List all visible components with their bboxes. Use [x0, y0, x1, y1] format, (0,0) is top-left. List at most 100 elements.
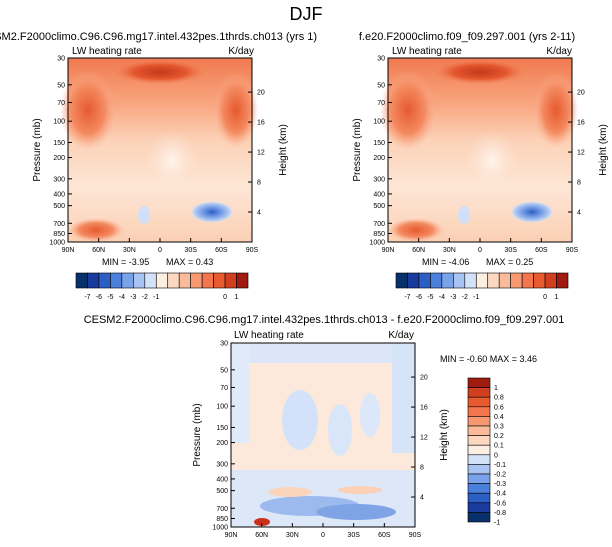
y-tick-label: 200	[216, 440, 228, 447]
y-tick-label: 850	[53, 231, 65, 238]
colorbar-box	[467, 396, 491, 408]
colorbar-box	[467, 435, 491, 446]
colorbar-label: -5	[427, 294, 433, 301]
colorbar-box	[487, 272, 500, 289]
y-tick-label: 700	[53, 221, 65, 228]
colorbar-box	[213, 272, 226, 289]
y-tick-label: 300	[373, 176, 385, 183]
colorbar-label: 0	[543, 294, 547, 301]
colorbar-label: -5	[107, 294, 113, 301]
y-tick-label: 50	[220, 367, 228, 374]
panel-1-xticks: 90N 60N 30N 0 30S 60S 90S	[62, 238, 259, 254]
y-tick-right-label: 12	[420, 435, 428, 442]
colorbar-box	[87, 272, 100, 289]
colorbar-box	[407, 272, 420, 289]
y-tick-label: 700	[216, 506, 228, 513]
panel-2-ylabel-right: Height (km)	[598, 124, 609, 176]
colorbar-box	[98, 272, 111, 289]
colorbar-label: -3	[130, 294, 136, 301]
colorbar-box	[467, 416, 491, 427]
x-tick-label: 90N	[62, 247, 75, 254]
y-tick-right-label: 4	[420, 495, 424, 502]
colorbar-label: 1	[235, 294, 239, 301]
colorbar-label: 0	[223, 294, 227, 301]
panel-3-units: K/day	[388, 330, 414, 341]
y-tick-label: 300	[216, 461, 228, 468]
colorbar-box	[464, 272, 477, 289]
x-tick-label: 60S	[535, 247, 548, 254]
y-tick-label: 200	[53, 155, 65, 162]
y-tick-label: 400	[53, 191, 65, 198]
panel-1-ylabel-right: Height (km)	[278, 124, 289, 176]
y-tick-label: 150	[373, 140, 385, 147]
y-tick-label: 400	[216, 476, 228, 483]
colorbar-label: -4	[119, 294, 125, 301]
y-tick-label: 1000	[369, 240, 385, 247]
colorbar-label: -3	[450, 294, 456, 301]
colorbar-label: -6	[416, 294, 422, 301]
y-tick-label: 70	[220, 385, 228, 392]
colorbar-label: -2	[462, 294, 468, 301]
x-tick-label: 0	[321, 532, 325, 539]
y-tick-label: 150	[216, 425, 228, 432]
y-tick-right-label: 20	[420, 375, 428, 382]
colorbar-box	[418, 272, 431, 289]
x-tick-label: 90S	[566, 247, 579, 254]
y-tick-label: 300	[53, 176, 65, 183]
colorbar-box	[467, 492, 491, 504]
colorbar-label: 0.2	[494, 433, 504, 440]
colorbar-label: 0.6	[494, 404, 504, 411]
x-tick-label: 60N	[92, 247, 105, 254]
colorbar-label: -0.3	[494, 481, 506, 488]
y-tick-label: 500	[373, 203, 385, 210]
colorbar-box	[544, 272, 557, 289]
panel-1-yticks: 1000 850 700 500 400 300 200 150 100 70 50 30	[49, 56, 72, 247]
panel-1-min: MIN = -3.95	[102, 257, 149, 267]
panel-1-colorbar: -7 -6 -5 -4 -3 -2 -1 0 1	[75, 272, 249, 301]
colorbar-box	[190, 272, 203, 289]
colorbar-label: 0.1	[494, 443, 504, 450]
colorbar-label: -2	[142, 294, 148, 301]
y-tick-label: 100	[373, 119, 385, 126]
y-tick-label: 50	[57, 82, 65, 89]
colorbar-box	[155, 272, 169, 289]
colorbar-box	[467, 502, 491, 513]
colorbar-label: -0.6	[494, 500, 506, 507]
colorbar-box	[467, 454, 491, 465]
panel-2-max: MAX = 0.25	[486, 257, 533, 267]
panel-2-title: f.e20.F2000climo.f09_f09.297.001 (yrs 2-…	[359, 31, 575, 43]
colorbar-box	[201, 272, 214, 289]
y-tick-label: 500	[216, 488, 228, 495]
panel-3-ylabel-right: Height (km)	[439, 409, 450, 461]
y-tick-label: 1000	[49, 240, 65, 247]
x-tick-label: 30N	[123, 247, 136, 254]
colorbar-box	[441, 272, 454, 289]
colorbar-box	[467, 425, 491, 436]
colorbar-label: 0	[494, 452, 498, 459]
y-tick-right-label: 4	[257, 210, 261, 217]
y-tick-label: 100	[216, 404, 228, 411]
y-tick-label: 850	[373, 231, 385, 238]
colorbar-box	[110, 272, 123, 289]
colorbar-box	[236, 272, 249, 289]
panel-1-title: CESM2.F2000climo.C96.C96.mg17.intel.432p…	[0, 31, 317, 43]
colorbar-box	[533, 272, 546, 289]
y-tick-label: 30	[377, 56, 385, 63]
panel-3-title: CESM2.F2000climo.C96.C96.mg17.intel.432p…	[84, 314, 565, 326]
colorbar-label: -1	[473, 294, 479, 301]
panel-3-minmax: MIN = -0.60 MAX = 3.46	[440, 354, 537, 364]
y-tick-label: 850	[216, 516, 228, 523]
x-tick-label: 60N	[255, 532, 268, 539]
colorbar-box	[144, 272, 157, 289]
colorbar-label: -0.2	[494, 472, 506, 479]
x-tick-label: 90S	[409, 532, 422, 539]
colorbar-box	[167, 272, 180, 289]
colorbar-box	[467, 512, 491, 523]
panel-1-variable: LW heating rate	[72, 46, 142, 57]
colorbar-box	[395, 272, 408, 289]
y-tick-label: 700	[373, 221, 385, 228]
panel-3-ylabel: Pressure (mb)	[192, 403, 203, 466]
y-tick-right-label: 8	[577, 180, 581, 187]
colorbar-box	[467, 387, 491, 398]
y-tick-label: 400	[373, 191, 385, 198]
